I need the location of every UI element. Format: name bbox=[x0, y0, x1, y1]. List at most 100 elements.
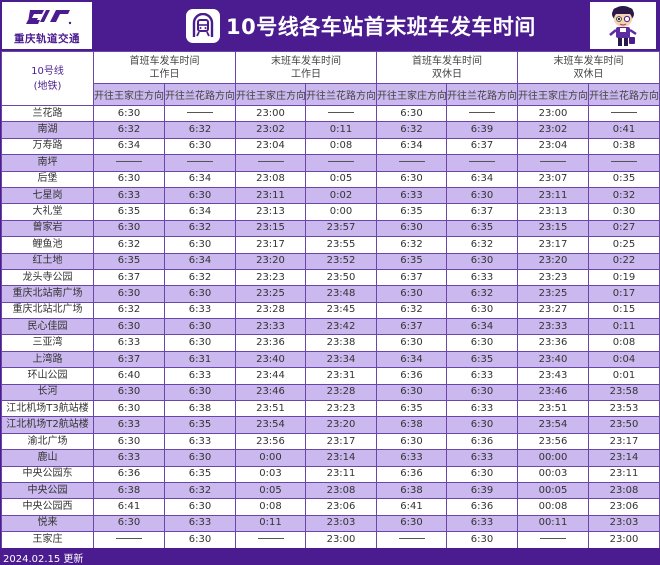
time-cell: 6:33 bbox=[446, 400, 518, 418]
time-cell: 23:17 bbox=[305, 432, 377, 451]
time-cell: 23:00 bbox=[588, 531, 660, 549]
time-cell: 6:35 bbox=[446, 350, 518, 369]
no-service-dash bbox=[257, 538, 284, 540]
table-row: 后堡 6:30 6:34 23:08 0:05 6:30 6:34 23:07 0:35 bbox=[1, 170, 660, 188]
time-cell bbox=[588, 104, 660, 123]
time-cell: 6:30 bbox=[93, 318, 165, 336]
time-cell: 23:08 bbox=[588, 481, 660, 500]
station-name: 三亚湾 bbox=[1, 334, 94, 352]
time-cell: 0:17 bbox=[588, 285, 660, 303]
no-service-dash bbox=[116, 161, 142, 163]
crt-logo-icon bbox=[26, 10, 72, 25]
direction-header: 开往兰花路方向 bbox=[305, 83, 377, 106]
time-cell: 6:37 bbox=[376, 268, 447, 287]
time-cell: 0:11 bbox=[588, 318, 660, 336]
time-cell: 0:15 bbox=[588, 301, 660, 320]
timetable: 10号线 (地铁) 首班车发车时间 工作日 末班车发车时间 工作日 首班车发车时… bbox=[1, 51, 660, 549]
table-row: 曾家岩 6:30 6:32 23:15 23:57 6:30 6:35 23:15 0:27 bbox=[1, 219, 660, 238]
time-cell: 6:33 bbox=[93, 334, 165, 352]
time-cell: 23:45 bbox=[305, 301, 377, 320]
time-cell: 23:08 bbox=[305, 481, 377, 500]
time-cell: 6:37 bbox=[93, 268, 165, 287]
time-cell bbox=[305, 104, 377, 123]
title-text: 10号线各车站首末班车发车时间 bbox=[226, 15, 536, 39]
time-cell: 6:30 bbox=[164, 449, 236, 467]
no-service-dash bbox=[187, 112, 213, 114]
time-cell: 23:00 bbox=[517, 104, 589, 123]
time-cell: 0:11 bbox=[305, 121, 377, 139]
time-cell: 6:35 bbox=[446, 219, 518, 238]
time-cell: 6:37 bbox=[446, 203, 518, 221]
time-cell: 6:32 bbox=[376, 301, 447, 320]
time-cell: 23:27 bbox=[517, 301, 589, 320]
time-cell: 0:00 bbox=[305, 203, 377, 221]
crt-logo: 重庆轨道交通 bbox=[2, 2, 92, 49]
time-cell: 6:30 bbox=[164, 318, 236, 336]
station-name: 七星岗 bbox=[1, 186, 94, 205]
group-daytype: 工作日 bbox=[149, 68, 180, 80]
time-cell: 6:32 bbox=[93, 121, 165, 139]
time-cell: 23:53 bbox=[588, 400, 660, 418]
time-cell: 6:34 bbox=[164, 170, 236, 188]
time-cell: 6:30 bbox=[376, 432, 447, 451]
time-cell: 6:30 bbox=[93, 383, 165, 402]
time-cell: 23:43 bbox=[517, 367, 589, 385]
time-cell: 0:05 bbox=[235, 481, 306, 500]
time-cell: 23:54 bbox=[517, 416, 589, 434]
time-cell: 23:15 bbox=[517, 219, 589, 238]
time-cell: 23:15 bbox=[235, 219, 306, 238]
time-cell: 6:30 bbox=[446, 186, 518, 205]
time-cell: 23:54 bbox=[235, 416, 306, 434]
time-cell: 23:20 bbox=[235, 252, 306, 270]
time-cell: 23:55 bbox=[305, 236, 377, 254]
time-cell: 0:27 bbox=[588, 219, 660, 238]
station-name: 南湖 bbox=[1, 121, 94, 139]
time-cell: 23:48 bbox=[305, 285, 377, 303]
no-service-dash bbox=[398, 161, 425, 163]
time-cell: 23:34 bbox=[305, 350, 377, 369]
time-cell: 23:50 bbox=[305, 268, 377, 287]
group-title: 末班车发车时间 bbox=[271, 55, 341, 67]
time-cell: 23:36 bbox=[517, 334, 589, 352]
time-cell: 6:30 bbox=[164, 531, 236, 549]
line-sub-label: (地铁) bbox=[33, 80, 62, 92]
table-row: 重庆北站北广场 6:32 6:33 23:28 23:45 6:32 6:30 23:27 0:… bbox=[1, 301, 660, 320]
station-name: 环山公园 bbox=[1, 367, 94, 385]
group-title: 末班车发车时间 bbox=[553, 55, 624, 67]
time-cell: 6:33 bbox=[164, 514, 236, 533]
time-cell: 6:41 bbox=[376, 498, 447, 516]
time-cell: 6:32 bbox=[164, 268, 236, 287]
group-daytype: 工作日 bbox=[291, 68, 321, 80]
group-daytype: 双休日 bbox=[432, 68, 462, 80]
time-cell: 6:30 bbox=[93, 514, 165, 533]
time-cell: 0:02 bbox=[305, 186, 377, 205]
time-cell: 6:41 bbox=[93, 498, 165, 516]
time-cell: 23:20 bbox=[517, 252, 589, 270]
time-cell bbox=[376, 154, 447, 172]
time-cell: 6:30 bbox=[164, 285, 236, 303]
time-cell: 6:34 bbox=[376, 137, 447, 156]
time-cell: 23:17 bbox=[588, 432, 660, 451]
time-cell: 6:30 bbox=[164, 137, 236, 156]
table-row: 中央公园西 6:41 6:30 0:08 23:06 6:41 6:36 00:08 23:06 bbox=[1, 498, 660, 516]
time-cell bbox=[446, 154, 518, 172]
time-cell: 0:35 bbox=[588, 170, 660, 188]
time-cell: 0:01 bbox=[588, 367, 660, 385]
direction-header: 开往兰花路方向 bbox=[446, 83, 518, 106]
direction-header: 开往王家庄方向 bbox=[517, 83, 589, 106]
station-name: 后堡 bbox=[1, 170, 94, 188]
station-name: 渝北广场 bbox=[1, 432, 94, 451]
time-cell bbox=[93, 531, 165, 549]
time-cell: 23:08 bbox=[235, 170, 306, 188]
no-service-dash bbox=[611, 112, 637, 114]
time-cell bbox=[376, 531, 447, 549]
time-cell: 23:25 bbox=[517, 285, 589, 303]
time-cell bbox=[305, 154, 377, 172]
station-name: 万寿路 bbox=[1, 137, 94, 156]
table-row: 三亚湾 6:33 6:30 23:36 23:38 6:30 6:30 23:36 0:08 bbox=[1, 334, 660, 352]
time-cell: 23:07 bbox=[517, 170, 589, 188]
time-cell: 6:32 bbox=[446, 285, 518, 303]
time-cell: 0:38 bbox=[588, 137, 660, 156]
time-cell: 6:30 bbox=[376, 334, 447, 352]
direction-header: 开往兰花路方向 bbox=[164, 83, 236, 106]
